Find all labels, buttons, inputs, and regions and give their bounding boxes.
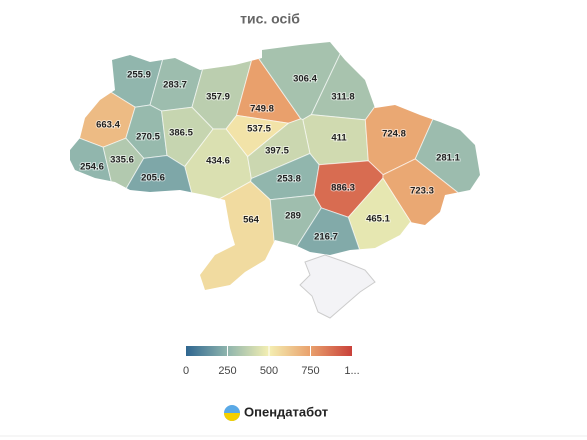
value-label: 283.7 bbox=[163, 80, 187, 91]
value-label: 253.8 bbox=[277, 174, 301, 185]
value-label: 255.9 bbox=[127, 70, 151, 81]
crimea bbox=[299, 254, 376, 319]
value-label: 749.8 bbox=[250, 104, 274, 115]
colorbar-tick-label: 250 bbox=[218, 365, 236, 377]
colorbar-tick-label: 500 bbox=[260, 365, 278, 377]
value-label: 564 bbox=[243, 215, 260, 226]
logo-icon-half bbox=[224, 413, 240, 421]
colorbar-tick-label: 1... bbox=[344, 365, 359, 377]
value-label: 335.6 bbox=[110, 155, 134, 166]
value-label: 723.3 bbox=[410, 186, 434, 197]
value-label: 289 bbox=[285, 211, 301, 222]
value-label: 724.8 bbox=[382, 129, 406, 140]
value-label: 281.1 bbox=[436, 153, 460, 164]
value-label: 886.3 bbox=[331, 183, 355, 194]
value-label: 397.5 bbox=[265, 146, 289, 157]
colorbar-ticks: 0 250 500 750 1... bbox=[183, 346, 360, 377]
value-label: 306.4 bbox=[293, 74, 317, 85]
value-label: 434.6 bbox=[206, 156, 230, 167]
region bbox=[70, 42, 175, 108]
value-label: 357.9 bbox=[206, 92, 230, 103]
colorbar-tick-label: 750 bbox=[301, 365, 319, 377]
value-label: 254.6 bbox=[80, 162, 104, 173]
map-title: тис. осіб bbox=[240, 11, 300, 27]
value-label: 216.7 bbox=[314, 232, 338, 243]
labels: 255.9 283.7 357.9 749.8 306.4 311.8 663.4 270.5… bbox=[79, 69, 461, 244]
colorbar-tick-label: 0 bbox=[183, 365, 189, 377]
value-label: 311.8 bbox=[331, 92, 354, 103]
value-label: 663.4 bbox=[96, 120, 120, 131]
value-label: 465.1 bbox=[366, 214, 390, 225]
value-label: 537.5 bbox=[247, 124, 271, 135]
value-label: 386.5 bbox=[169, 128, 193, 139]
value-label: 205.6 bbox=[141, 173, 165, 184]
region bbox=[149, 180, 279, 290]
value-label: 270.5 bbox=[136, 132, 160, 143]
logo-text: Опендатабот bbox=[244, 404, 328, 419]
value-label: 411 bbox=[331, 133, 347, 144]
